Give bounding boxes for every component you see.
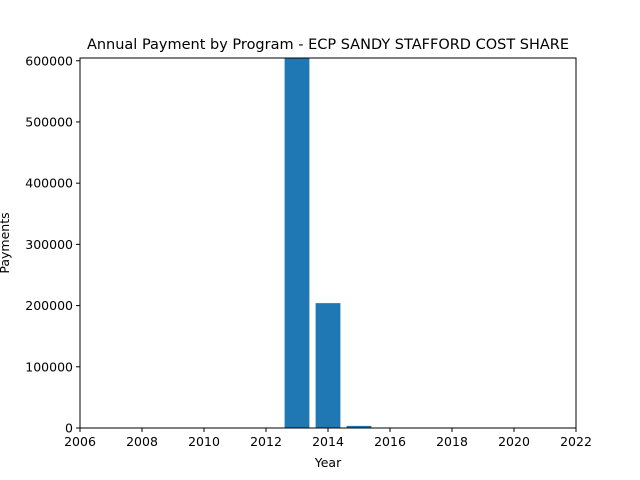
bars-group (284, 58, 372, 428)
y-axis-label: Payments (0, 212, 12, 273)
y-tick-label-100000: 100000 (25, 359, 73, 374)
x-tick-label-2012: 2012 (250, 434, 282, 449)
y-tick-label-400000: 400000 (25, 176, 73, 191)
x-tick-label-2010: 2010 (188, 434, 220, 449)
x-tick-label-2020: 2020 (498, 434, 530, 449)
x-axis-ticks: 2006 2008 2010 2012 2014 2016 2018 2020 2022 (64, 428, 592, 449)
plot-frame (79, 57, 577, 429)
y-tick-label-0: 0 (65, 421, 73, 436)
y-tick-label-300000: 300000 (25, 237, 73, 252)
chart-title: Annual Payment by Program - ECP SANDY ST… (87, 37, 569, 53)
x-tick-label-2016: 2016 (374, 434, 406, 449)
y-tick-label-600000: 600000 (25, 53, 73, 68)
y-tick-label-500000: 500000 (25, 114, 73, 129)
bar-2014 (315, 303, 341, 428)
x-axis-label: Year (314, 455, 342, 470)
x-tick-label-2006: 2006 (64, 434, 96, 449)
x-tick-label-2008: 2008 (126, 434, 158, 449)
y-tick-label-200000: 200000 (25, 298, 73, 313)
bar-2015 (346, 425, 372, 428)
x-tick-label-2018: 2018 (436, 434, 468, 449)
bar-2013 (284, 58, 310, 428)
x-tick-label-2022: 2022 (560, 434, 592, 449)
y-axis-ticks: 0 100000 200000 300000 400000 500000 600000 (25, 53, 80, 436)
x-tick-label-2014: 2014 (312, 434, 344, 449)
